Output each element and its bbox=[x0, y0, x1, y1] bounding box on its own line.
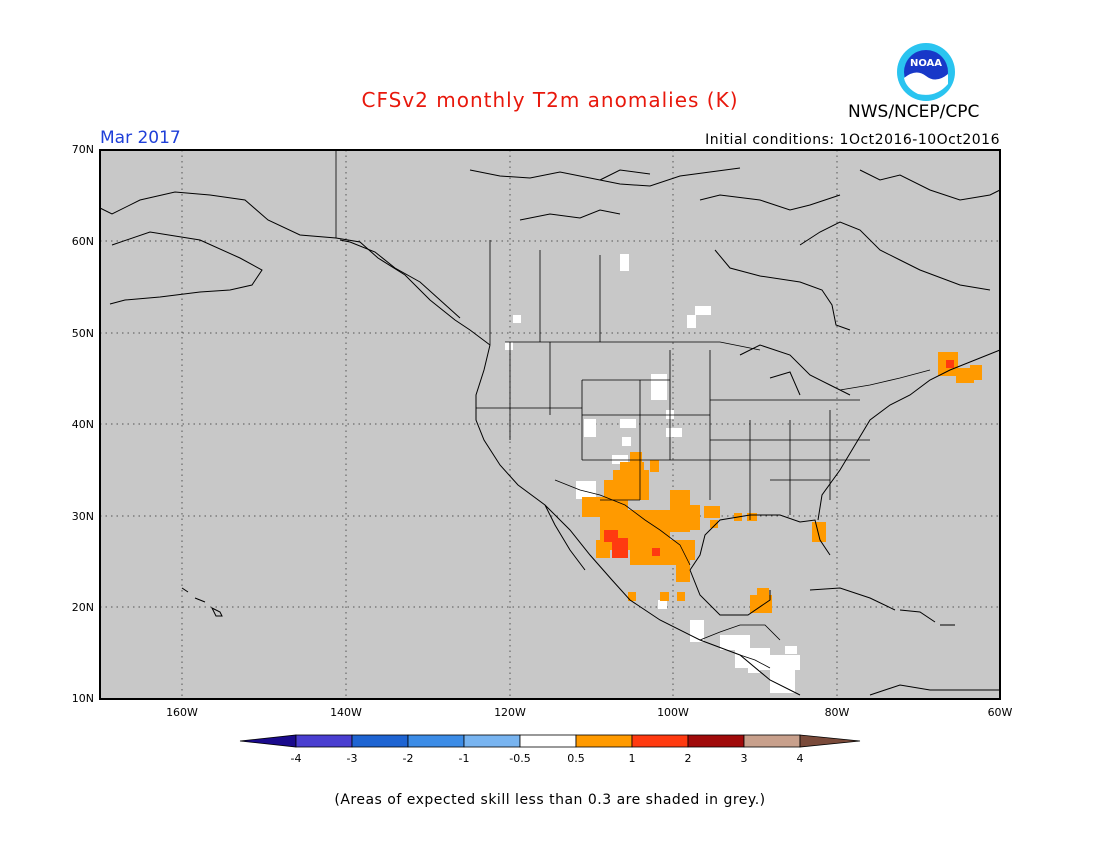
colorbar bbox=[239, 734, 861, 748]
lat-label-20n: 20N bbox=[71, 601, 94, 614]
colorbar-label: 4 bbox=[796, 752, 804, 765]
map-frame bbox=[99, 149, 1001, 700]
lon-label-140w: 140W bbox=[330, 706, 362, 719]
anomaly-cells-red bbox=[604, 360, 954, 558]
lat-label-50n: 50N bbox=[71, 327, 94, 340]
colorbar-swatch-5 bbox=[519, 734, 577, 748]
coastlines bbox=[99, 167, 1001, 696]
colorbar-label: 1 bbox=[628, 752, 636, 765]
colorbar-label: -1 bbox=[458, 752, 470, 765]
colorbar-swatch-6 bbox=[575, 734, 633, 748]
colorbar-label: -0.5 bbox=[509, 752, 531, 765]
colorbar-label: -4 bbox=[290, 752, 302, 765]
noaa-logo: NOAA bbox=[897, 43, 955, 101]
lat-label-10n: 10N bbox=[71, 692, 94, 705]
colorbar-arrow-left bbox=[239, 734, 297, 748]
colorbar-swatch-8 bbox=[687, 734, 745, 748]
lon-label-120w: 120W bbox=[494, 706, 526, 719]
colorbar-swatch-3 bbox=[407, 734, 465, 748]
colorbar-swatch-9 bbox=[743, 734, 801, 748]
agency-label: NWS/NCEP/CPC bbox=[848, 102, 980, 122]
colorbar-swatch-2 bbox=[351, 734, 409, 748]
forecast-month: Mar 2017 bbox=[100, 128, 181, 148]
skill-footnote: (Areas of expected skill less than 0.3 a… bbox=[334, 792, 766, 808]
lat-label-30n: 30N bbox=[71, 510, 94, 523]
colorbar-label: -3 bbox=[346, 752, 358, 765]
map-title: CFSv2 monthly T2m anomalies (K) bbox=[361, 88, 739, 112]
state-borders bbox=[335, 150, 931, 669]
lat-label-60n: 60N bbox=[71, 235, 94, 248]
colorbar-swatch-7 bbox=[631, 734, 689, 748]
colorbar-swatch-1 bbox=[295, 734, 353, 748]
lon-label-60w: 60W bbox=[987, 706, 1013, 719]
colorbar-label: 0.5 bbox=[567, 752, 585, 765]
lon-label-100w: 100W bbox=[657, 706, 689, 719]
anomaly-cells-white bbox=[505, 254, 800, 693]
colorbar-swatch-4 bbox=[463, 734, 521, 748]
colorbar-label: 2 bbox=[684, 752, 692, 765]
colorbar-label: 3 bbox=[740, 752, 748, 765]
lat-label-40n: 40N bbox=[71, 418, 94, 431]
lon-label-80w: 80W bbox=[824, 706, 850, 719]
colorbar-arrow-right bbox=[799, 734, 861, 748]
initial-conditions: Initial conditions: 1Oct2016-10Oct2016 bbox=[705, 132, 1000, 148]
lat-label-70n: 70N bbox=[71, 143, 94, 156]
map-gridlines bbox=[100, 150, 1000, 699]
colorbar-label: -2 bbox=[402, 752, 414, 765]
logo-text: NOAA bbox=[910, 58, 942, 69]
lon-label-160w: 160W bbox=[166, 706, 198, 719]
